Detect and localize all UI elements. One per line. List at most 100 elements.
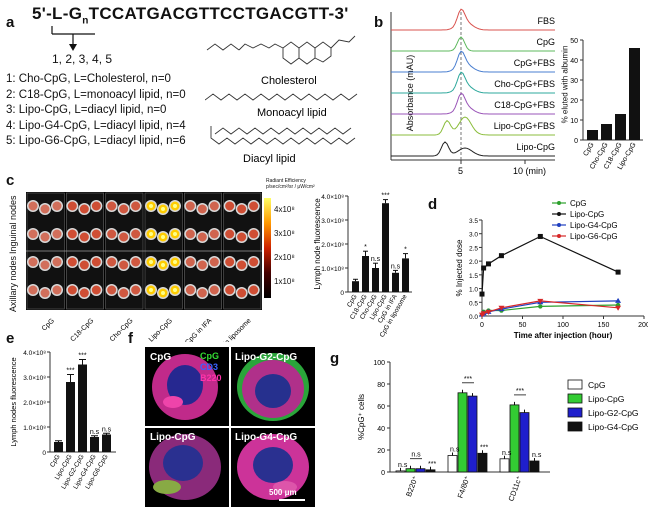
bar (519, 412, 530, 473)
node-hotspot (149, 288, 153, 292)
y-axis-label: Lymph node fluorescence (313, 198, 322, 290)
colorbar-tick: 4x10⁸ (274, 205, 295, 214)
node-hotspot (149, 260, 153, 264)
chromatogram-trace (391, 50, 555, 73)
sequence-prefix: 5'-L-G (32, 4, 83, 23)
y-tick-label: 0 (340, 290, 344, 297)
tile-label: CpG (150, 352, 171, 363)
trace-label: Lipo-CpG (516, 142, 555, 152)
node-signal (131, 229, 141, 239)
y-tick-label: 0.0 (469, 314, 478, 321)
column-label: CpG in IFA (184, 317, 213, 342)
node-signal (107, 285, 117, 295)
legend-label: Lipo-G6-CpG (570, 232, 618, 241)
bar (629, 48, 640, 140)
data-point (480, 311, 487, 317)
colorbar-tick: 3x10⁸ (274, 229, 295, 238)
node-signal (237, 232, 247, 242)
node-signal (225, 285, 235, 295)
y-tick-label: 0 (42, 450, 46, 457)
row-label-axillary: Axillary nodes (8, 255, 18, 312)
tile-lipo-cpg (149, 434, 221, 500)
y-tick-label: 2.0×10⁸ (23, 400, 46, 407)
data-point (485, 309, 492, 315)
node-signal (197, 232, 207, 242)
chromatogram-trace (391, 92, 555, 115)
node-signal (237, 288, 247, 298)
node-signal (131, 285, 141, 295)
diacyl-label: Diacyl lipid (243, 153, 296, 165)
bar (402, 258, 409, 292)
y-axis-label: Lymph nodes fluorescence (9, 357, 18, 446)
node-signal (225, 257, 235, 267)
node-signal (225, 201, 235, 211)
sequence-numbers: 1, 2, 3, 4, 5 (52, 52, 113, 66)
node-signal (249, 285, 259, 295)
node-signal (209, 285, 219, 295)
node-signal (40, 204, 50, 214)
column-label: CpG in liposome (211, 317, 253, 342)
significance: n.s (532, 452, 542, 459)
node-hotspot (173, 232, 177, 236)
node-signal (249, 229, 259, 239)
node-signal (185, 257, 195, 267)
bar (362, 256, 369, 292)
y-tick-label: 40 (570, 58, 578, 65)
colorbar-ticks: 4x10⁸ 3x10⁸ 2x10⁸ 1x10⁸ (274, 198, 295, 294)
significance: n.s (502, 450, 512, 457)
y-tick-label: 20 (570, 98, 578, 105)
x-tick-label: 200 (638, 322, 648, 329)
significance: n.s (450, 447, 460, 454)
y-tick-label: 0 (381, 470, 385, 477)
sequence-rest: TCCATGACGTTCCTGACGTT-3' (88, 4, 349, 23)
x-tick-label: 0 (480, 322, 484, 329)
sequence-text: 5'-L-GnTCCATGACGTTCCTGACGTT-3' (32, 4, 349, 26)
legend-marker (557, 223, 561, 227)
node-signal (91, 201, 101, 211)
node-signal (209, 201, 219, 211)
data-point (615, 297, 622, 303)
y-tick-label: 2.0×10⁸ (321, 242, 344, 249)
x-tick-label: 100 (557, 322, 569, 329)
entry-item: 4: Lipo-G4-CpG, L=diacyl lipid, n=4 (6, 119, 186, 132)
bar (415, 468, 426, 473)
bar (601, 124, 612, 140)
bar (615, 114, 626, 140)
node-signal (107, 229, 117, 239)
bar (405, 468, 416, 473)
lymph-fluorescence-chart: Lymph node fluorescence 0 1.0×10⁸ 2.0×10⁸ 3.… (313, 193, 412, 339)
tile-lipo-g4 (237, 434, 309, 500)
entry-item: 5: Lipo-G6-CpG, L=diacyl lipid, n=6 (6, 135, 186, 147)
significance: n.s (411, 452, 421, 459)
y-tick-label: 3.0×10⁸ (23, 375, 46, 382)
node-signal (52, 257, 62, 267)
panel-g-label: g (330, 350, 340, 367)
b-xtick: 10 (min) (513, 166, 546, 176)
trace-label: FBS (537, 16, 555, 26)
data-point (615, 305, 622, 311)
y-tick-label: 1.0×10⁸ (23, 425, 46, 432)
monoacyl-label: Monoacyl lipid (257, 107, 327, 119)
significance: *** (428, 461, 436, 468)
y-tick-label: 1.0×10⁸ (321, 266, 344, 273)
node-signal (40, 288, 50, 298)
significance: *** (464, 376, 472, 383)
legend-label: Lipo-CpG (570, 210, 604, 219)
bar (78, 364, 87, 452)
scalebar-label: 500 μm (269, 488, 297, 497)
colorbar (264, 198, 271, 298)
y-tick-label: 4.0×10⁸ (23, 350, 46, 357)
data-point (479, 291, 485, 297)
node-signal (28, 257, 38, 267)
significance: *** (516, 388, 524, 395)
significance: * (404, 247, 407, 254)
bar (467, 395, 478, 473)
category-label: CD11c⁺ (506, 475, 523, 503)
column-label: C18-CpG (69, 317, 95, 342)
chromatogram-trace (391, 8, 555, 31)
node-hotspot (161, 207, 165, 211)
category-label: CpG (582, 142, 595, 158)
chromatogram: 5 10 (min) FBS CpG CpG+FBS Cho-CpG+FBS C18-C… (390, 8, 555, 176)
bar (54, 442, 63, 452)
chromatogram-trace (391, 141, 555, 157)
